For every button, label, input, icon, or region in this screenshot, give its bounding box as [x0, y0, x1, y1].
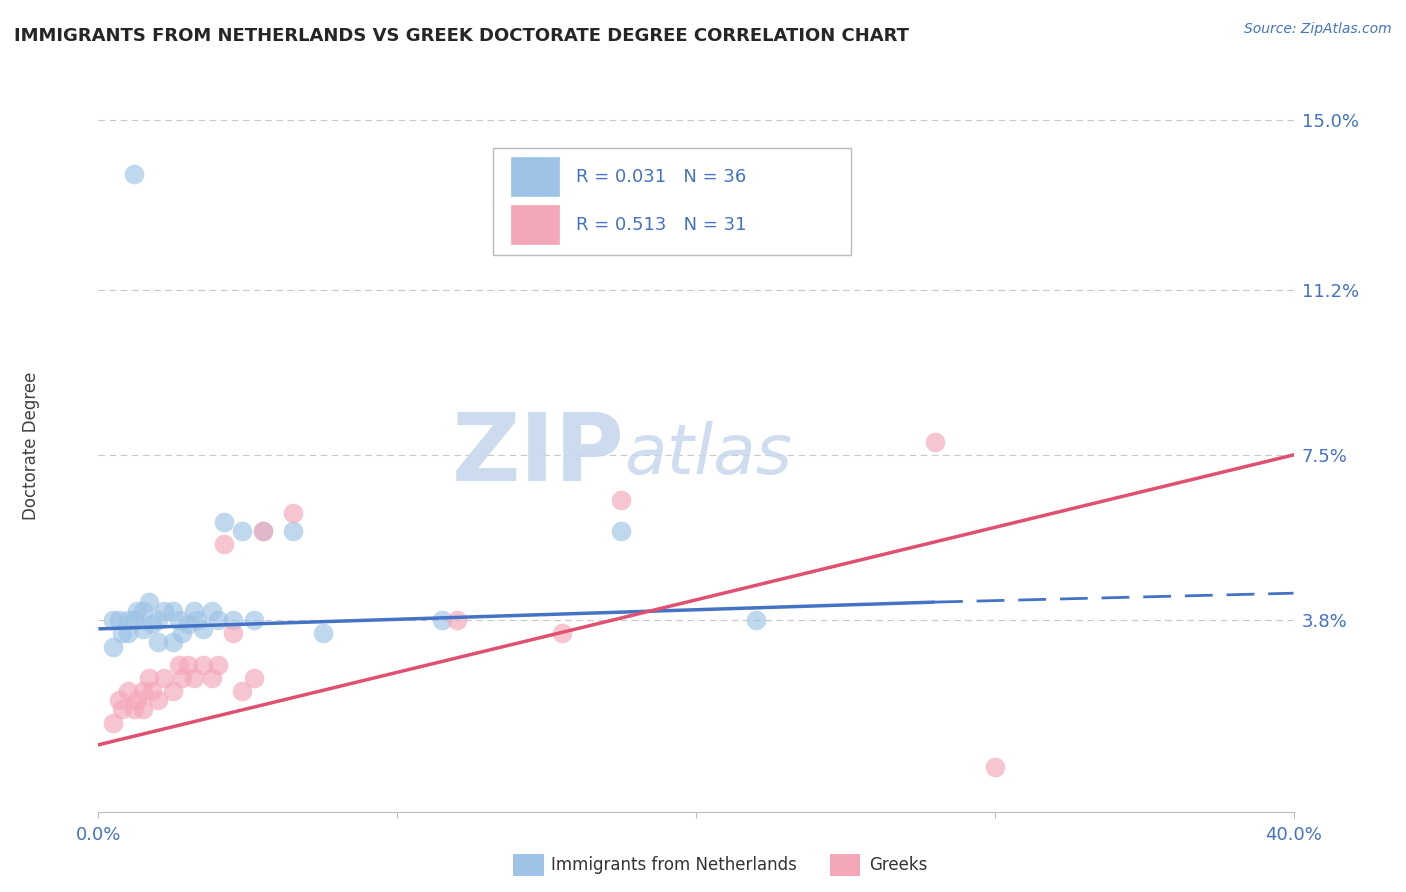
Point: [550, 626, 572, 640]
Point: [610, 524, 633, 538]
Point: [132, 684, 155, 698]
Point: [281, 506, 304, 520]
Point: [124, 702, 146, 716]
Point: [127, 604, 149, 618]
Point: [117, 626, 139, 640]
Point: [111, 626, 134, 640]
Point: [610, 492, 633, 507]
Point: [132, 702, 155, 716]
Point: [124, 167, 146, 181]
Point: [243, 613, 266, 627]
Text: R = 0.513   N = 31: R = 0.513 N = 31: [576, 216, 747, 234]
Point: [191, 657, 214, 672]
Point: [153, 604, 176, 618]
Point: [984, 760, 1007, 774]
Point: [127, 693, 149, 707]
Point: [212, 537, 235, 551]
Point: [201, 671, 224, 685]
Point: [162, 684, 184, 698]
Text: Source: ZipAtlas.com: Source: ZipAtlas.com: [1244, 22, 1392, 37]
Point: [207, 657, 229, 672]
Point: [207, 613, 229, 627]
Point: [167, 613, 190, 627]
Text: R = 0.031   N = 36: R = 0.031 N = 36: [576, 168, 747, 186]
Point: [117, 613, 139, 627]
Text: IMMIGRANTS FROM NETHERLANDS VS GREEK DOCTORATE DEGREE CORRELATION CHART: IMMIGRANTS FROM NETHERLANDS VS GREEK DOC…: [14, 27, 910, 45]
Point: [243, 671, 266, 685]
Point: [103, 715, 125, 730]
Point: [162, 635, 184, 649]
Point: [172, 626, 194, 640]
Point: [103, 613, 125, 627]
Text: Immigrants from Netherlands: Immigrants from Netherlands: [551, 856, 797, 874]
Point: [132, 622, 155, 636]
Point: [103, 640, 125, 654]
Point: [183, 671, 205, 685]
Point: [191, 622, 214, 636]
Point: [148, 635, 170, 649]
Point: [132, 604, 155, 618]
Point: [924, 434, 946, 449]
Bar: [510, 205, 558, 244]
Point: [148, 693, 170, 707]
Point: [231, 524, 253, 538]
Point: [108, 693, 131, 707]
Text: atlas: atlas: [624, 421, 792, 489]
Point: [172, 671, 194, 685]
Text: Doctorate Degree: Doctorate Degree: [22, 372, 39, 520]
Point: [183, 604, 205, 618]
Point: [111, 702, 134, 716]
Text: ZIP: ZIP: [451, 409, 624, 501]
Point: [141, 684, 163, 698]
Point: [201, 604, 224, 618]
Point: [745, 613, 768, 627]
Point: [153, 671, 176, 685]
Point: [212, 515, 235, 529]
Point: [430, 613, 453, 627]
Point: [148, 613, 170, 627]
Text: Greeks: Greeks: [869, 856, 928, 874]
Point: [222, 626, 245, 640]
Point: [222, 613, 245, 627]
Point: [252, 524, 274, 538]
FancyBboxPatch shape: [494, 148, 852, 255]
Point: [186, 613, 208, 627]
Point: [311, 626, 333, 640]
Point: [138, 595, 160, 609]
Point: [124, 613, 146, 627]
Point: [281, 524, 304, 538]
Point: [177, 657, 200, 672]
Bar: [510, 157, 558, 196]
Point: [252, 524, 274, 538]
Point: [167, 657, 190, 672]
Point: [446, 613, 468, 627]
Point: [108, 613, 131, 627]
Point: [231, 684, 253, 698]
Point: [177, 617, 200, 632]
Point: [138, 671, 160, 685]
Point: [162, 604, 184, 618]
Point: [141, 617, 163, 632]
Point: [117, 684, 139, 698]
